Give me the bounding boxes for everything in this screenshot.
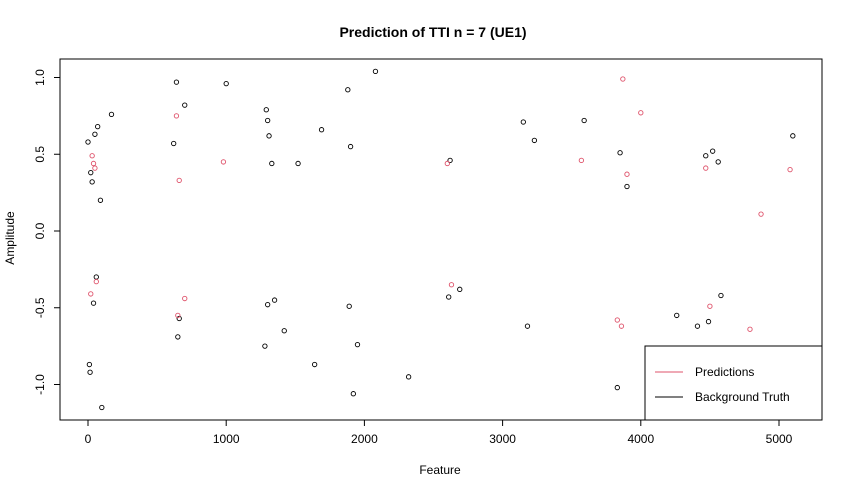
truth-point (108, 111, 115, 117)
y-tick-label: -1.0 (33, 374, 47, 395)
truth-point (295, 160, 301, 167)
truth-point (715, 159, 721, 165)
truth-point (372, 68, 379, 75)
truth-point (318, 127, 325, 133)
legend-box (644, 345, 823, 421)
truth-point (447, 157, 453, 164)
truth-point (350, 391, 356, 397)
truth-point (531, 137, 538, 144)
prediction-point (747, 326, 753, 332)
truth-point (614, 384, 620, 391)
truth-point (87, 369, 93, 375)
x-tick-label: 0 (85, 432, 92, 446)
prediction-point (173, 113, 180, 119)
chart-title: Prediction of TTI n = 7 (UE1) (339, 24, 526, 40)
truth-point (718, 292, 724, 299)
prediction-point (182, 295, 188, 302)
prediction-point (220, 159, 227, 165)
prediction-point (620, 76, 626, 82)
truth-point (524, 323, 531, 329)
truth-point (354, 341, 361, 348)
truth-point (182, 102, 188, 108)
data-points (85, 68, 796, 411)
truth-point (173, 79, 180, 85)
prediction-point (448, 282, 455, 288)
x-tick-label: 2000 (351, 432, 378, 446)
truth-point (617, 150, 623, 156)
truth-point (694, 323, 701, 329)
truth-point (281, 328, 287, 334)
truth-point (85, 139, 91, 145)
prediction-point (578, 157, 585, 164)
truth-point (92, 131, 98, 137)
truth-point (86, 361, 93, 368)
truth-point (520, 119, 526, 125)
prediction-point (175, 312, 181, 319)
prediction-point (444, 160, 450, 167)
truth-point (405, 374, 412, 380)
y-tick-label: 0.0 (33, 222, 47, 239)
y-axis: -1.0 -0.5 0.0 0.5 1.0 (33, 69, 61, 395)
y-tick-label: -0.5 (33, 297, 47, 318)
truth-point (266, 133, 272, 139)
prediction-point (90, 160, 97, 167)
y-axis-label: Amplitude (3, 211, 17, 265)
truth-point (347, 143, 354, 150)
legend-label-background-truth: Background Truth (695, 390, 790, 404)
truth-point (263, 107, 269, 113)
legend-label-predictions: Predictions (695, 365, 754, 379)
prediction-point (93, 279, 99, 285)
truth-point (710, 148, 716, 154)
truth-point (581, 117, 587, 124)
prediction-point (88, 291, 94, 297)
y-tick-label: 0.5 (33, 146, 47, 163)
truth-point (88, 170, 94, 176)
truth-point (95, 123, 101, 130)
truth-point (265, 302, 271, 308)
x-tick-label: 5000 (766, 432, 793, 446)
truth-point (99, 404, 105, 411)
truth-point (176, 315, 182, 322)
truth-point (223, 80, 229, 87)
prediction-point (638, 110, 644, 116)
legend: Predictions Background Truth (644, 345, 823, 421)
truth-point (311, 361, 318, 368)
prediction-point (624, 171, 630, 177)
truth-point (90, 300, 97, 306)
x-tick-label: 3000 (489, 432, 516, 446)
prediction-point (703, 165, 709, 171)
truth-point (175, 334, 181, 340)
prediction-point (176, 177, 182, 183)
prediction-point (89, 153, 95, 159)
truth-point (346, 303, 352, 309)
x-tick-label: 1000 (213, 432, 240, 446)
x-tick-label: 4000 (627, 432, 654, 446)
truth-point (271, 297, 278, 303)
prediction-point (614, 317, 620, 323)
truth-point (457, 286, 463, 292)
truth-point (89, 179, 95, 185)
prediction-point (618, 323, 625, 329)
x-axis-label: Feature (419, 463, 461, 477)
truth-point (446, 294, 452, 300)
truth-point (171, 140, 177, 147)
y-tick-label: 1.0 (33, 69, 47, 86)
truth-point (705, 318, 712, 325)
truth-point (262, 343, 268, 349)
prediction-point (758, 211, 764, 217)
truth-point (265, 117, 271, 124)
prediction-point (707, 303, 713, 309)
truth-point (97, 197, 104, 203)
truth-point (624, 183, 630, 190)
truth-point (674, 312, 680, 319)
truth-point (703, 153, 709, 159)
truth-point (269, 160, 275, 167)
prediction-point (92, 165, 98, 171)
prediction-point (787, 166, 793, 173)
truth-point (345, 87, 351, 93)
truth-point (790, 133, 796, 139)
